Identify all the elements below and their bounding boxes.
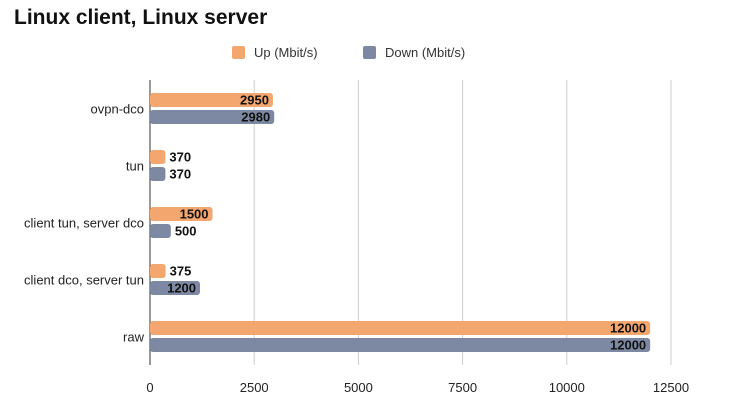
- x-tick-label-1: 2500: [240, 380, 269, 395]
- bar-up-3: [150, 264, 166, 278]
- bar-up-0: [150, 93, 273, 107]
- chart-title: Linux client, Linux server: [14, 6, 268, 29]
- bar-down-3: [150, 281, 201, 295]
- category-label-2: client tun, server dco: [24, 216, 144, 231]
- data-label-down-2: 500: [175, 224, 197, 239]
- data-label-up-2: 1500: [180, 207, 209, 222]
- category-label-1: tun: [126, 159, 144, 174]
- bar-down-4: [150, 338, 651, 352]
- data-label-down-3: 1200: [167, 281, 196, 296]
- data-label-up-1: 370: [169, 150, 191, 165]
- x-tick-label-5: 12500: [653, 380, 689, 395]
- category-label-4: raw: [123, 330, 145, 345]
- data-label-up-0: 2950: [240, 93, 269, 108]
- legend-swatch-1: [363, 46, 376, 59]
- legend-label-1: Down (Mbit/s): [385, 45, 465, 60]
- bar-up-2: [150, 207, 213, 221]
- category-label-3: client dco, server tun: [24, 273, 144, 288]
- data-label-up-4: 12000: [610, 321, 646, 336]
- x-tick-label-0: 0: [146, 380, 153, 395]
- bar-down-2: [150, 224, 171, 238]
- bar-down-0: [150, 110, 275, 124]
- bar-up-1: [150, 150, 166, 164]
- category-label-0: ovpn-dco: [91, 102, 144, 117]
- data-label-down-4: 12000: [610, 338, 646, 353]
- x-tick-label-3: 7500: [448, 380, 477, 395]
- data-label-down-1: 370: [169, 167, 191, 182]
- legend-swatch-0: [232, 46, 245, 59]
- x-tick-label-4: 10000: [549, 380, 585, 395]
- bar-up-4: [150, 321, 651, 335]
- legend-label-0: Up (Mbit/s): [254, 45, 318, 60]
- data-label-up-3: 375: [170, 264, 192, 279]
- bar-down-1: [150, 167, 166, 181]
- data-label-down-0: 2980: [241, 110, 270, 125]
- x-tick-label-2: 5000: [344, 380, 373, 395]
